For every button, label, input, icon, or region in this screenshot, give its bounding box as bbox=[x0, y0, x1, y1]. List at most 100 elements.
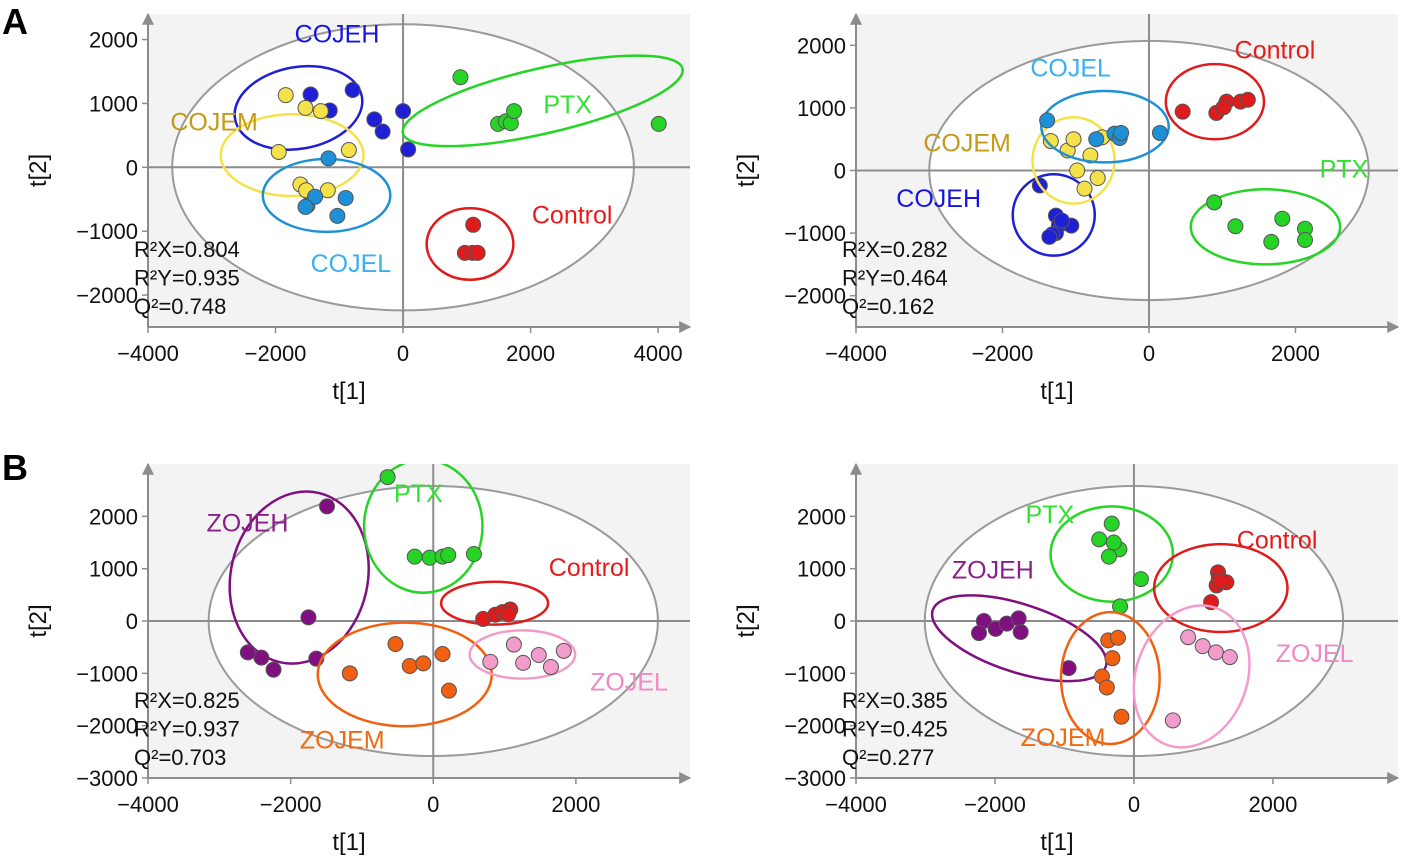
group-label: COJEH bbox=[896, 185, 981, 213]
data-point bbox=[1274, 210, 1291, 227]
group-label: ZOJEL bbox=[1276, 640, 1354, 668]
group-control bbox=[439, 580, 550, 627]
data-point bbox=[1082, 147, 1099, 164]
data-point bbox=[1212, 573, 1229, 590]
group-label: PTX bbox=[394, 480, 443, 508]
data-point bbox=[1100, 548, 1117, 565]
model-stat: R²X=0.385 bbox=[842, 688, 948, 713]
score-plot-3: −4000 −2000 0 2000 −3000 −2000 −1000 0 1000 2000 t… bbox=[25, 462, 692, 856]
data-point bbox=[319, 182, 336, 199]
group-ptx bbox=[401, 54, 684, 148]
model-stat: Q²=0.162 bbox=[842, 294, 934, 319]
data-point bbox=[1180, 629, 1197, 646]
data-point bbox=[1069, 162, 1086, 179]
data-point bbox=[1076, 180, 1093, 197]
data-point bbox=[434, 645, 451, 662]
data-point bbox=[465, 216, 482, 233]
group-zojel bbox=[468, 629, 577, 680]
data-point bbox=[1098, 679, 1115, 696]
x-axis-title: t[1] bbox=[1040, 378, 1073, 405]
data-point bbox=[1042, 133, 1059, 150]
data-point bbox=[452, 69, 469, 86]
x-tick-label: −4000 bbox=[117, 792, 179, 817]
group-ellipse bbox=[930, 594, 1108, 683]
group-label: Control bbox=[549, 554, 630, 582]
y-axis-title: t[2] bbox=[25, 604, 52, 637]
x-tick-label: 2000 bbox=[1248, 792, 1297, 817]
data-point bbox=[379, 469, 396, 486]
model-stat: R²X=0.804 bbox=[134, 237, 240, 262]
group-label: Control bbox=[1237, 526, 1318, 554]
y-tick-label: 1000 bbox=[797, 96, 846, 121]
score-plot-4: −4000 −2000 0 2000 −3000 −2000 −1000 0 1000 2000 t… bbox=[733, 462, 1400, 856]
data-point bbox=[465, 546, 482, 563]
x-tick-label: −4000 bbox=[825, 341, 887, 366]
data-point bbox=[366, 111, 383, 128]
y-tick-label: −2000 bbox=[76, 283, 138, 308]
group-zojel bbox=[1132, 604, 1251, 749]
data-point bbox=[1039, 112, 1056, 129]
data-point bbox=[1109, 629, 1126, 646]
group-label: PTX bbox=[543, 91, 592, 119]
y-tick-label: 2000 bbox=[797, 33, 846, 58]
data-point bbox=[401, 658, 418, 675]
group-ellipse bbox=[439, 580, 550, 626]
data-point bbox=[1164, 712, 1181, 729]
group-ptx bbox=[1049, 505, 1175, 615]
data-point bbox=[320, 150, 337, 167]
y-tick-label: −2000 bbox=[76, 714, 138, 739]
y-tick-label: −3000 bbox=[76, 766, 138, 791]
data-point bbox=[1088, 131, 1105, 148]
model-stat: Q²=0.748 bbox=[134, 294, 226, 319]
data-point bbox=[1215, 99, 1232, 116]
group-ellipse bbox=[1164, 62, 1266, 141]
x-tick-label: 2000 bbox=[506, 341, 555, 366]
group-zojeh bbox=[930, 594, 1108, 683]
group-cojeh bbox=[233, 64, 417, 158]
data-point bbox=[1113, 708, 1130, 725]
data-point bbox=[1012, 623, 1029, 640]
data-point bbox=[500, 606, 517, 623]
y-tick-label: 0 bbox=[834, 159, 846, 184]
x-axis-title: t[1] bbox=[332, 378, 365, 405]
group-ellipse bbox=[401, 54, 684, 148]
score-plot-1: −4000 −2000 0 2000 4000 −2000 −1000 0 1000 2000 t[… bbox=[25, 12, 692, 405]
data-point bbox=[1103, 515, 1120, 532]
data-point bbox=[505, 636, 522, 653]
group-zojem bbox=[1059, 610, 1161, 746]
group-ptx bbox=[1189, 188, 1342, 266]
y-tick-label: 2000 bbox=[89, 28, 138, 53]
data-point bbox=[253, 649, 270, 666]
x-tick-label: −4000 bbox=[825, 792, 887, 817]
group-ellipse bbox=[1040, 89, 1170, 164]
group-label: Control bbox=[1235, 36, 1316, 64]
data-point bbox=[395, 103, 412, 120]
data-point bbox=[312, 103, 329, 120]
data-point bbox=[1113, 124, 1130, 141]
y-tick-label: 2000 bbox=[89, 504, 138, 529]
data-point bbox=[300, 609, 317, 626]
x-axis-title: t[1] bbox=[1040, 829, 1073, 856]
data-point bbox=[1263, 233, 1280, 250]
data-point bbox=[1239, 91, 1256, 108]
y-tick-label: 0 bbox=[834, 609, 846, 634]
data-point bbox=[970, 625, 987, 642]
data-point bbox=[277, 87, 294, 104]
x-tick-label: 0 bbox=[397, 341, 409, 366]
data-point bbox=[297, 99, 314, 116]
group-ellipse bbox=[1011, 173, 1097, 257]
score-plot-2: −4000 −2000 0 2000 −2000 −1000 0 1000 2000 t[1] t[… bbox=[733, 12, 1400, 405]
x-axis-title: t[1] bbox=[332, 829, 365, 856]
data-point bbox=[1091, 531, 1108, 548]
x-tick-label: 0 bbox=[427, 792, 439, 817]
data-point bbox=[270, 143, 287, 160]
data-point bbox=[1053, 212, 1070, 229]
data-point bbox=[1041, 228, 1058, 245]
data-point bbox=[337, 189, 354, 206]
data-point bbox=[1227, 218, 1244, 235]
y-tick-label: −2000 bbox=[784, 714, 846, 739]
group-ellipse bbox=[233, 64, 364, 151]
x-tick-label: −2000 bbox=[245, 341, 307, 366]
data-point bbox=[1010, 610, 1027, 627]
